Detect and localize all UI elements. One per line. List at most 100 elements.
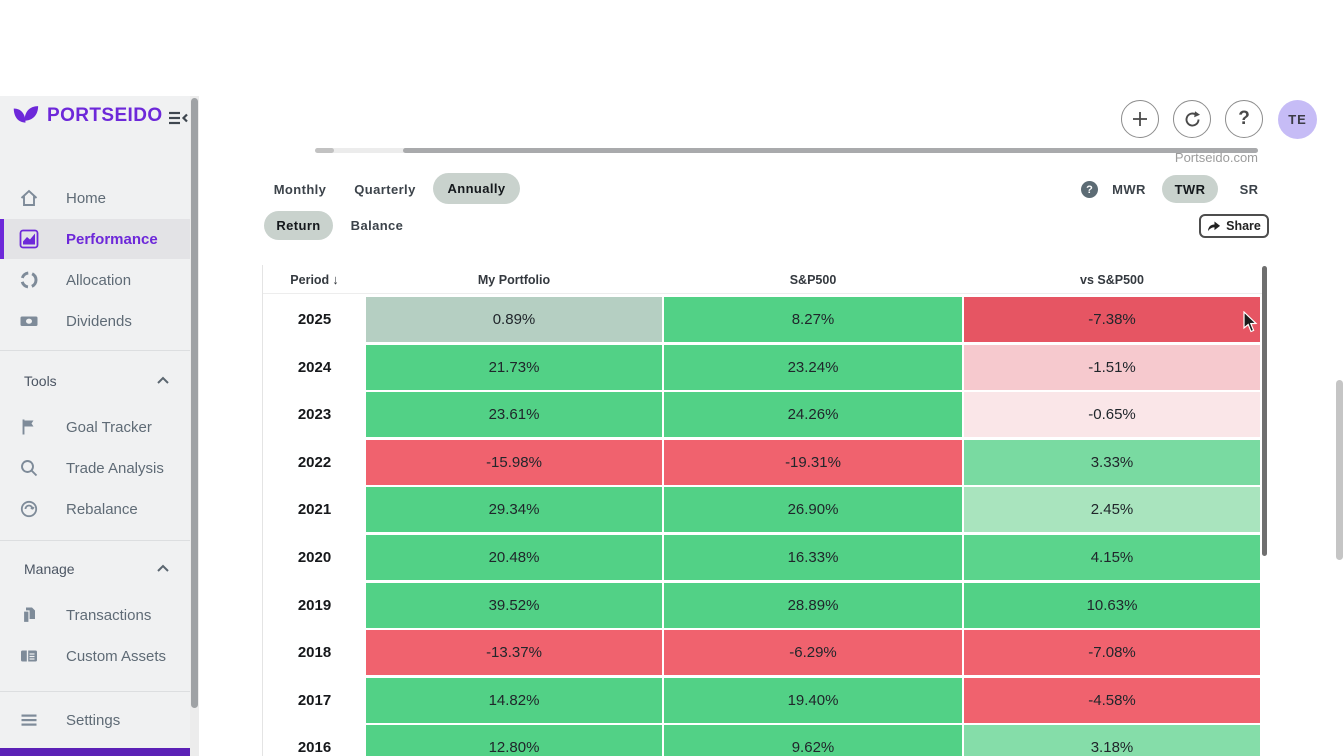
sidebar-item-performance[interactable]: Performance — [0, 219, 190, 259]
return-cell: -13.37% — [366, 630, 662, 676]
refresh-icon — [1185, 110, 1200, 126]
table-row: 2024 21.73% 23.24% -1.51% — [263, 344, 1262, 390]
sidebar-item-trade-analysis[interactable]: Trade Analysis — [0, 448, 190, 488]
return-cell: 3.33% — [964, 439, 1260, 485]
sidebar-divider — [0, 691, 190, 692]
return-cell: 16.33% — [664, 535, 962, 580]
return-cell: -7.38% — [964, 297, 1260, 342]
return-cell: 26.90% — [664, 487, 962, 533]
tab-balance[interactable]: Balance — [350, 218, 404, 233]
dividends-banknote-icon — [18, 310, 40, 332]
plus-icon — [1133, 112, 1147, 126]
avatar[interactable]: TE — [1278, 100, 1317, 139]
refresh-button[interactable] — [1173, 100, 1211, 138]
home-icon — [18, 187, 40, 209]
tab-sr[interactable]: SR — [1239, 181, 1259, 197]
tab-quarterly[interactable]: Quarterly — [354, 182, 416, 197]
sidebar-section-manage[interactable]: Manage — [0, 554, 190, 584]
column-header-period[interactable]: Period ↓ — [263, 265, 366, 294]
help-button[interactable]: ? — [1225, 100, 1263, 138]
return-cell: -7.08% — [964, 630, 1260, 676]
sidebar-item-home[interactable]: Home — [0, 178, 190, 218]
brand-logo[interactable]: PORTSEIDO — [10, 104, 163, 128]
sidebar-item-transactions[interactable]: Transactions — [0, 595, 190, 635]
sidebar-item-goal-tracker[interactable]: Goal Tracker — [0, 407, 190, 447]
allocation-donut-icon — [18, 269, 40, 291]
watermark: Portseido.com — [1174, 150, 1258, 165]
add-button[interactable] — [1121, 100, 1159, 138]
sidebar-item-custom-assets[interactable]: Custom Assets — [0, 636, 190, 676]
sidebar-item-label: Custom Assets — [66, 647, 167, 665]
return-cell: 20.48% — [366, 535, 662, 580]
settings-lines-icon — [18, 709, 40, 731]
page-scrollbar-thumb[interactable] — [1336, 380, 1343, 560]
sidebar-divider — [0, 540, 190, 541]
return-cell: 10.63% — [964, 582, 1260, 628]
table-row: 2020 20.48% 16.33% 4.15% — [263, 535, 1262, 580]
sidebar-item-dividends[interactable]: Dividends — [0, 301, 190, 341]
column-label: S&P500 — [789, 272, 837, 287]
table-row: 2019 39.52% 28.89% 10.63% — [263, 582, 1262, 628]
return-cell: 12.80% — [366, 725, 662, 756]
return-cell: -15.98% — [366, 439, 662, 485]
sidebar-collapse-icon[interactable] — [166, 106, 190, 130]
return-cell: 39.52% — [366, 582, 662, 628]
return-cell: 23.61% — [366, 392, 662, 438]
return-cell: 28.89% — [664, 582, 962, 628]
return-cell: -6.29% — [664, 630, 962, 676]
sidebar-scrollbar[interactable] — [190, 96, 199, 756]
rebalance-cycle-icon — [18, 498, 40, 520]
horizontal-scrollbar-thumb[interactable] — [315, 148, 334, 153]
flag-icon — [18, 416, 40, 438]
chevron-up-icon — [156, 372, 170, 390]
return-cell: 24.26% — [664, 392, 962, 438]
row-period-label: 2017 — [297, 691, 332, 709]
row-period-label: 2020 — [297, 549, 332, 566]
sidebar-item-label: Rebalance — [66, 500, 138, 518]
return-cell: -19.31% — [664, 439, 962, 485]
share-button[interactable]: Share — [1199, 214, 1269, 238]
table-row: 2023 23.61% 24.26% -0.65% — [263, 392, 1262, 438]
return-cell: 14.82% — [366, 677, 662, 723]
sidebar-item-label: Transactions — [66, 606, 152, 624]
tab-return[interactable]: Return — [264, 211, 333, 240]
chevron-up-icon — [156, 560, 170, 578]
table-row: 2025 0.89% 8.27% -7.38% — [263, 297, 1262, 342]
sidebar-section-tools[interactable]: Tools — [0, 366, 190, 396]
return-cell: 4.15% — [964, 535, 1260, 580]
row-period-label: 2024 — [297, 358, 332, 376]
horizontal-scrollbar[interactable] — [315, 148, 1258, 153]
share-arrow-icon — [1208, 221, 1221, 231]
return-cell: 0.89% — [366, 297, 662, 342]
column-header-sp500[interactable]: S&P500 — [664, 265, 962, 294]
sidebar-scrollbar-thumb[interactable] — [191, 98, 198, 708]
horizontal-scrollbar-fill — [403, 148, 1258, 153]
tab-mwr[interactable]: MWR — [1112, 181, 1146, 197]
mouse-cursor — [1243, 311, 1258, 333]
sidebar-item-label: Trade Analysis — [66, 459, 164, 477]
share-label: Share — [1226, 219, 1261, 233]
column-header-vs-sp500[interactable]: vs S&P500 — [964, 265, 1260, 294]
sidebar-divider — [0, 350, 190, 351]
metric-help-icon[interactable]: ? — [1081, 181, 1098, 198]
sidebar-item-label: Settings — [66, 711, 121, 729]
row-period-label: 2025 — [297, 311, 332, 328]
tab-annually[interactable]: Annually — [433, 173, 520, 204]
column-label: vs S&P500 — [1080, 272, 1144, 287]
sidebar-item-label: Performance — [66, 230, 158, 248]
column-header-my-portfolio[interactable]: My Portfolio — [366, 265, 662, 294]
return-cell: 2.45% — [964, 487, 1260, 533]
table-row: 2018 -13.37% -6.29% -7.08% — [263, 630, 1262, 676]
sidebar-item-settings[interactable]: Settings — [0, 700, 190, 740]
sidebar-item-allocation[interactable]: Allocation — [0, 260, 190, 300]
row-period-label: 2018 — [297, 644, 332, 662]
table-scrollbar-thumb[interactable] — [1262, 266, 1267, 556]
sidebar-item-rebalance[interactable]: Rebalance — [0, 489, 190, 529]
table-header: Period ↓ My Portfolio S&P500 vs S&P500 — [263, 265, 1262, 294]
section-label: Manage — [24, 561, 75, 577]
tab-monthly[interactable]: Monthly — [273, 182, 327, 197]
sidebar-bottom-banner — [0, 748, 190, 756]
asset-card-icon — [18, 645, 40, 667]
tab-twr[interactable]: TWR — [1162, 175, 1218, 203]
portseido-leaf-icon — [13, 106, 39, 123]
